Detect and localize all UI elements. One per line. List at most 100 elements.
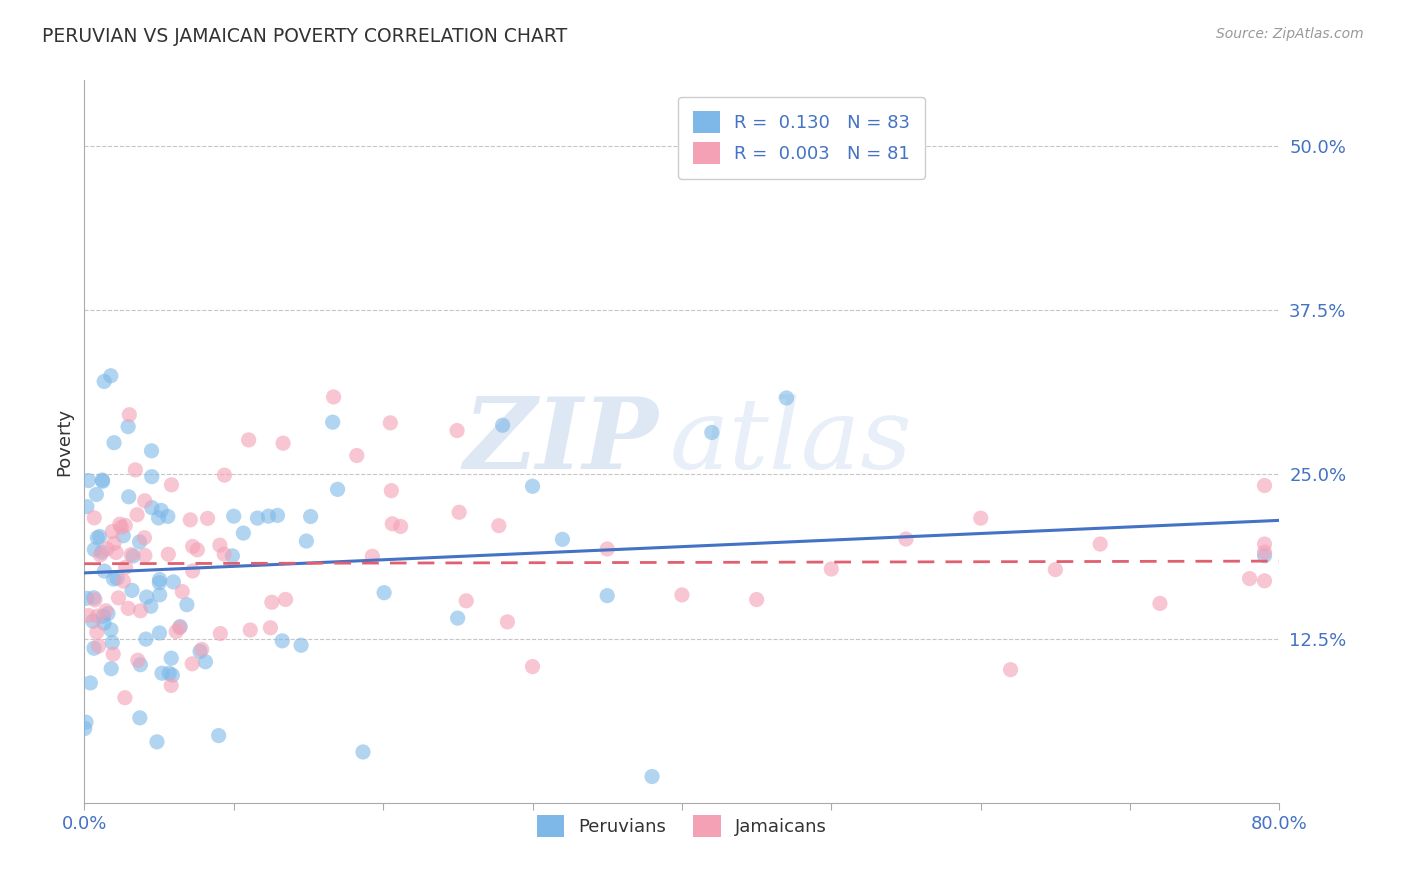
Jamaicans bbox=[449, 505, 471, 519]
Jamaicans bbox=[165, 624, 187, 639]
Peruvians bbox=[91, 473, 114, 487]
Jamaicans bbox=[112, 574, 135, 588]
Jamaicans bbox=[596, 541, 619, 556]
Jamaicans bbox=[86, 609, 108, 624]
Jamaicans bbox=[745, 592, 768, 607]
Peruvians bbox=[93, 375, 115, 389]
Jamaicans bbox=[239, 623, 262, 637]
Peruvians bbox=[122, 549, 145, 563]
Jamaicans bbox=[380, 483, 402, 498]
Peruvians bbox=[150, 503, 173, 517]
Jamaicans bbox=[179, 513, 201, 527]
Peruvians bbox=[271, 633, 294, 648]
Peruvians bbox=[91, 474, 114, 488]
Peruvians bbox=[156, 509, 179, 524]
Peruvians bbox=[128, 711, 150, 725]
Jamaicans bbox=[107, 591, 129, 605]
Peruvians bbox=[100, 623, 122, 637]
Peruvians bbox=[176, 598, 198, 612]
Jamaicans bbox=[1239, 572, 1261, 586]
Jamaicans bbox=[346, 449, 368, 463]
Jamaicans bbox=[894, 532, 917, 546]
Peruvians bbox=[103, 435, 125, 450]
Peruvians bbox=[129, 657, 152, 672]
Jamaicans bbox=[361, 549, 384, 564]
Peruvians bbox=[148, 626, 170, 640]
Jamaicans bbox=[103, 536, 125, 550]
Jamaicans bbox=[94, 604, 117, 618]
Peruvians bbox=[352, 745, 374, 759]
Jamaicans bbox=[259, 621, 281, 635]
Jamaicans bbox=[134, 493, 156, 508]
Peruvians bbox=[596, 589, 619, 603]
Peruvians bbox=[157, 666, 180, 681]
Peruvians bbox=[91, 609, 114, 624]
Jamaicans bbox=[197, 511, 219, 525]
Peruvians bbox=[188, 644, 211, 658]
Peruvians bbox=[135, 590, 157, 604]
Jamaicans bbox=[190, 642, 212, 657]
Jamaicans bbox=[86, 625, 108, 640]
Jamaicans bbox=[274, 592, 297, 607]
Jamaicans bbox=[114, 518, 136, 533]
Peruvians bbox=[83, 591, 105, 605]
Peruvians bbox=[86, 487, 108, 501]
Jamaicans bbox=[322, 390, 344, 404]
Peruvians bbox=[266, 508, 288, 523]
Jamaicans bbox=[671, 588, 693, 602]
Peruvians bbox=[105, 571, 128, 585]
Peruvians bbox=[146, 735, 169, 749]
Peruvians bbox=[128, 535, 150, 549]
Jamaicans bbox=[380, 416, 402, 430]
Peruvians bbox=[103, 572, 125, 586]
Peruvians bbox=[522, 479, 544, 493]
Peruvians bbox=[82, 614, 104, 628]
Jamaicans bbox=[117, 601, 139, 615]
Jamaicans bbox=[84, 593, 107, 607]
Jamaicans bbox=[114, 560, 136, 574]
Jamaicans bbox=[181, 564, 204, 578]
Peruvians bbox=[492, 418, 515, 433]
Peruvians bbox=[97, 607, 120, 621]
Peruvians bbox=[79, 676, 101, 690]
Peruvians bbox=[77, 474, 100, 488]
Text: atlas: atlas bbox=[671, 394, 912, 489]
Jamaicans bbox=[1045, 563, 1067, 577]
Jamaicans bbox=[172, 584, 194, 599]
Peruvians bbox=[121, 583, 143, 598]
Jamaicans bbox=[238, 433, 260, 447]
Peruvians bbox=[221, 549, 243, 563]
Jamaicans bbox=[101, 647, 124, 661]
Peruvians bbox=[295, 534, 318, 549]
Jamaicans bbox=[83, 511, 105, 525]
Peruvians bbox=[75, 715, 97, 730]
Peruvians bbox=[139, 599, 162, 614]
Peruvians bbox=[246, 511, 269, 525]
Y-axis label: Poverty: Poverty bbox=[55, 408, 73, 475]
Jamaicans bbox=[124, 463, 146, 477]
Peruvians bbox=[112, 529, 135, 543]
Peruvians bbox=[89, 529, 111, 543]
Peruvians bbox=[162, 574, 184, 589]
Text: PERUVIAN VS JAMAICAN POVERTY CORRELATION CHART: PERUVIAN VS JAMAICAN POVERTY CORRELATION… bbox=[42, 27, 568, 45]
Peruvians bbox=[551, 533, 574, 547]
Jamaicans bbox=[160, 477, 183, 491]
Peruvians bbox=[160, 651, 183, 665]
Peruvians bbox=[101, 635, 124, 649]
Peruvians bbox=[83, 641, 105, 656]
Jamaicans bbox=[522, 659, 544, 673]
Jamaicans bbox=[1090, 537, 1112, 551]
Jamaicans bbox=[820, 562, 842, 576]
Jamaicans bbox=[114, 690, 136, 705]
Jamaicans bbox=[1253, 478, 1275, 492]
Jamaicans bbox=[108, 517, 131, 532]
Peruvians bbox=[73, 722, 96, 736]
Jamaicans bbox=[212, 547, 235, 561]
Peruvians bbox=[775, 391, 797, 405]
Peruvians bbox=[700, 425, 723, 440]
Jamaicans bbox=[1149, 597, 1171, 611]
Peruvians bbox=[93, 616, 115, 631]
Peruvians bbox=[93, 564, 115, 578]
Jamaicans bbox=[96, 541, 118, 556]
Jamaicans bbox=[446, 424, 468, 438]
